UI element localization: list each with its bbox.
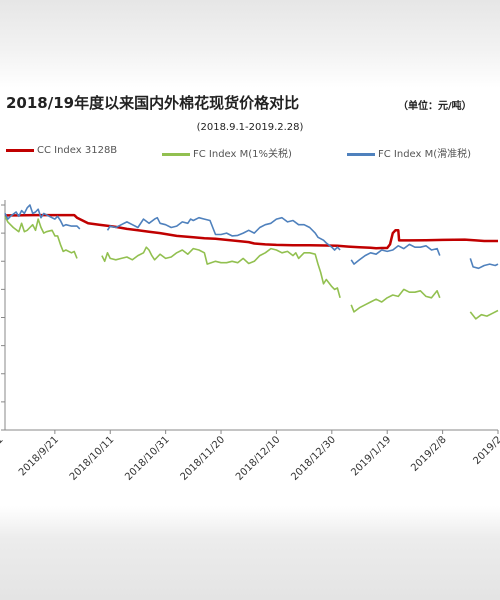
legend-swatch-fc-1pct: [162, 152, 190, 156]
legend-label-fc-1pct: FC Index M(1%关税): [193, 149, 292, 160]
x-tick-label: /1: [0, 434, 6, 449]
x-tick-label: 2018/12/10: [234, 434, 283, 483]
legend-item-fc-sliding: FC Index M(滑准税): [347, 145, 472, 160]
series-line-0: [5, 213, 498, 250]
series-lines: [4, 204, 499, 320]
x-tick-label: 2019/2/8: [409, 434, 449, 474]
x-axis-ticks: /1 2018/9/21 2018/10/11 2018/10/31 2018/11/2…: [0, 430, 500, 483]
legend-label-cc: CC Index 3128B: [37, 145, 118, 156]
x-tick-label: 2018/12/30: [289, 434, 338, 483]
x-tick-label: 2018/11/20: [179, 434, 228, 483]
series-line-1: [4, 215, 499, 320]
legend-item-fc-1pct: FC Index M(1%关税): [162, 145, 292, 160]
top-backdrop: [0, 0, 500, 88]
bottom-backdrop: [0, 506, 500, 600]
x-tick-label: 2018/10/11: [68, 434, 117, 483]
chart-subtitle: (2018.9.1-2019.2.28): [196, 122, 304, 133]
x-tick-label: 2019/1/19: [349, 434, 393, 478]
chart-title: 2018/19年度以来国内外棉花现货价格对比: [6, 94, 300, 112]
plot-area: /1 2018/9/21 2018/10/11 2018/10/31 2018/11/2…: [0, 200, 500, 483]
x-tick-label: 2018/9/21: [17, 434, 61, 478]
x-tick-label: 2018/10/31: [123, 434, 172, 483]
legend-item-cc-index: CC Index 3128B: [6, 145, 117, 159]
y-axis-ticks: [1, 204, 5, 431]
series-line-2: [4, 204, 499, 270]
chart-unit: （单位：元/吨）: [398, 101, 472, 112]
legend-label-fc-sliding: FC Index M(滑准税): [378, 149, 472, 160]
x-tick-label: 2019/2: [471, 434, 500, 467]
chart-card: 2018/19年度以来国内外棉花现货价格对比 （单位：元/吨） (2018.9.…: [0, 88, 500, 506]
legend-swatch-cc: [6, 148, 34, 152]
legend-swatch-fc-sliding: [347, 152, 375, 156]
